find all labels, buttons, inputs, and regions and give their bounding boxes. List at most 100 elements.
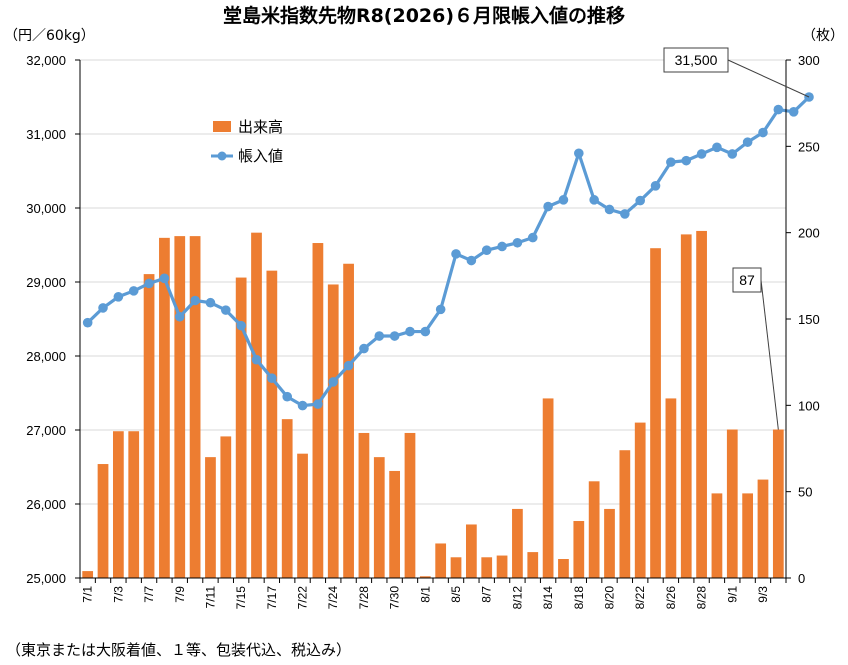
legend-bar-swatch <box>213 121 231 132</box>
x-tick-label: 7/11 <box>203 586 217 609</box>
x-tick-label: 7/28 <box>357 586 371 610</box>
volume-bar <box>251 232 262 578</box>
volume-bar <box>435 543 447 578</box>
volume-bar <box>450 557 462 578</box>
volume-bar <box>389 470 401 578</box>
volume-bar <box>680 234 692 579</box>
settlement-point <box>113 292 124 302</box>
volume-bar <box>481 557 493 578</box>
callout-box-volume <box>732 267 762 293</box>
settlement-point <box>205 297 216 308</box>
x-tick-label: 7/15 <box>234 586 248 610</box>
settlement-point <box>251 354 262 365</box>
settlement-point <box>788 107 799 117</box>
left-tick-label: 30,000 <box>26 201 66 216</box>
volume-bar <box>97 464 109 578</box>
volume-bar <box>757 479 769 578</box>
left-tick-label: 32,000 <box>26 53 66 68</box>
right-tick-label: 0 <box>798 571 805 586</box>
settlement-point <box>512 237 523 248</box>
settlement-point <box>696 149 707 159</box>
left-tick-label: 27,000 <box>26 423 66 438</box>
volume-bar <box>312 243 324 578</box>
x-tick-label: 8/7 <box>480 586 494 603</box>
settlement-point <box>466 255 477 266</box>
settlement-point <box>159 273 170 284</box>
volume-bar <box>588 481 600 578</box>
volume-bar <box>327 284 339 578</box>
callout-leader-price <box>727 59 810 98</box>
settlement-point <box>328 377 339 387</box>
settlement-point <box>82 317 93 328</box>
volume-bars <box>82 230 784 579</box>
right-tick-label: 250 <box>798 139 820 154</box>
settlement-point <box>359 343 369 354</box>
settlement-point <box>128 286 139 296</box>
volume-bar <box>419 576 431 578</box>
volume-bar <box>143 274 155 578</box>
x-tick-label: 8/14 <box>541 586 555 610</box>
x-tick-label: 7/7 <box>142 586 156 603</box>
x-tick-label: 8/22 <box>633 586 647 610</box>
right-tick-label: 150 <box>798 312 820 327</box>
settlement-line <box>82 92 814 411</box>
right-axis-unit: （枚） <box>802 28 844 44</box>
volume-bar <box>343 263 354 578</box>
left-axis-unit: （円／60kg） <box>4 28 95 44</box>
volume-bar <box>604 508 615 578</box>
volume-bar <box>542 398 554 578</box>
volume-bar <box>205 457 216 578</box>
settlement-point <box>727 149 738 159</box>
volume-bar <box>235 277 247 578</box>
volume-bar <box>189 236 201 578</box>
settlement-point <box>297 400 308 411</box>
settlement-point <box>635 195 645 206</box>
settlement-point <box>236 320 246 331</box>
right-tick-label: 50 <box>798 485 812 500</box>
right-tick-label: 100 <box>798 398 820 413</box>
legend-line-marker <box>217 151 227 161</box>
volume-bar <box>650 248 661 578</box>
volume-bar <box>266 270 278 578</box>
legend-line-label: 帳入値 <box>238 147 283 165</box>
volume-bar <box>465 524 477 578</box>
callout-label-price: 31,500 <box>675 52 718 68</box>
settlement-point <box>98 303 108 313</box>
x-tick-label: 8/5 <box>449 586 463 603</box>
volume-bar <box>297 453 308 578</box>
settlement-point <box>773 104 784 115</box>
settlement-point <box>313 399 323 409</box>
volume-bar <box>281 419 293 578</box>
x-tick-label: 9/3 <box>756 586 770 603</box>
settlement-point <box>144 278 154 289</box>
settlement-point <box>666 157 676 167</box>
x-tick-label: 7/30 <box>388 586 402 610</box>
callout-label-volume: 87 <box>739 272 755 288</box>
volume-bar <box>665 398 677 578</box>
settlement-point <box>481 245 492 255</box>
settlement-point <box>174 311 185 322</box>
volume-bar <box>573 521 585 578</box>
volume-bar <box>174 236 186 578</box>
x-tick-label: 8/28 <box>695 586 709 610</box>
callout-leader-volume <box>760 279 779 430</box>
settlement-point <box>420 326 431 337</box>
x-tick-label: 8/18 <box>572 586 586 610</box>
settlement-point <box>650 181 661 191</box>
x-tick-label: 8/12 <box>510 586 524 610</box>
settlement-point <box>620 209 630 219</box>
footnote: （東京または大阪着値、１等、包装代込、税込み） <box>6 641 351 659</box>
volume-bar <box>496 555 508 578</box>
volume-bar <box>358 432 370 578</box>
volume-bar <box>373 457 385 578</box>
settlement-point <box>712 142 722 153</box>
x-tick-label: 8/1 <box>418 586 432 603</box>
settlement-point <box>527 232 538 243</box>
settlement-point <box>589 195 599 205</box>
left-tick-label: 26,000 <box>26 497 66 512</box>
settlement-point <box>543 201 553 212</box>
legend: 出来高 帳入値 <box>211 118 283 165</box>
settlement-point <box>604 204 615 215</box>
left-tick-label: 25,000 <box>26 571 66 586</box>
